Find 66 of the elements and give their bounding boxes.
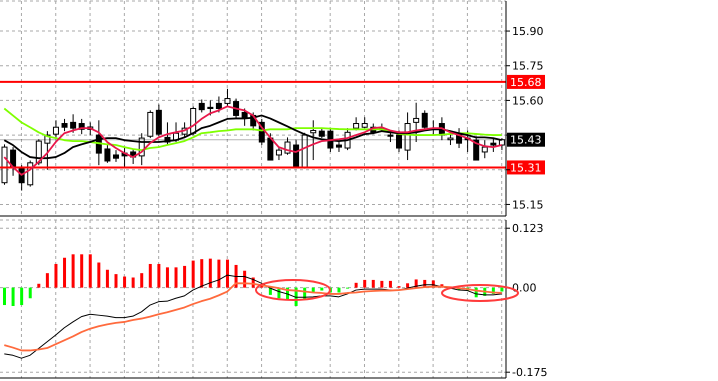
- y-tick-label: 0.123: [512, 222, 544, 236]
- candlestick: [396, 130, 402, 152]
- bar: [388, 280, 392, 288]
- y-tick-label: 15.90: [512, 24, 544, 38]
- candlestick: [216, 96, 222, 113]
- candlestick: [336, 142, 342, 152]
- bar: [114, 274, 118, 288]
- bar: [217, 260, 220, 288]
- y-tick-label: -0.175: [512, 366, 548, 380]
- bar: [80, 254, 84, 288]
- candlestick: [353, 116, 360, 131]
- bar: [354, 282, 358, 288]
- bar: [500, 288, 504, 292]
- bar: [140, 273, 144, 288]
- candlestick: [224, 88, 230, 106]
- bar: [174, 267, 178, 288]
- bar: [63, 258, 66, 288]
- candlestick: [156, 104, 162, 137]
- ref-line-label: 15.31: [510, 161, 542, 174]
- bar: [337, 288, 340, 292]
- candlestick: [147, 110, 154, 139]
- bar: [46, 273, 49, 288]
- candlestick: [52, 120, 59, 138]
- y-tick-label: 15.60: [512, 94, 544, 108]
- candlestick: [362, 116, 368, 129]
- bar: [200, 259, 204, 288]
- bar: [54, 264, 58, 288]
- bar: [363, 280, 366, 288]
- line-series: [4, 274, 502, 359]
- bar: [157, 264, 160, 288]
- bar: [106, 270, 109, 288]
- candlestick: [276, 146, 282, 161]
- bar: [183, 266, 186, 288]
- candlestick: [207, 100, 214, 116]
- bar: [97, 262, 100, 288]
- candlestick: [318, 128, 325, 139]
- bar: [12, 288, 15, 306]
- bar: [320, 288, 324, 291]
- bar: [380, 280, 384, 288]
- bar: [406, 283, 410, 288]
- bar: [166, 267, 169, 288]
- y-tick-label: 15.15: [512, 198, 544, 212]
- candlestick: [112, 150, 119, 162]
- bar: [132, 278, 135, 288]
- bar: [226, 260, 229, 288]
- candlestick: [70, 114, 76, 134]
- line-series: [3, 282, 503, 352]
- candlestick: [198, 98, 205, 113]
- ref-line-label: 15.43: [510, 134, 542, 147]
- candlestick: [104, 144, 110, 164]
- bar: [123, 276, 126, 288]
- bar: [192, 260, 195, 288]
- bar: [208, 258, 212, 288]
- candlestick: [490, 138, 496, 152]
- candlestick: [267, 132, 274, 161]
- candlestick: [62, 118, 68, 132]
- bar: [88, 254, 92, 288]
- bar: [20, 288, 24, 306]
- y-tick-label: 15.75: [512, 60, 544, 73]
- bar: [148, 264, 152, 288]
- bar: [28, 288, 32, 298]
- bar: [372, 280, 375, 288]
- bar: [37, 284, 40, 288]
- ref-line-label: 15.68: [510, 76, 542, 89]
- bar: [3, 288, 6, 306]
- bar: [72, 254, 75, 288]
